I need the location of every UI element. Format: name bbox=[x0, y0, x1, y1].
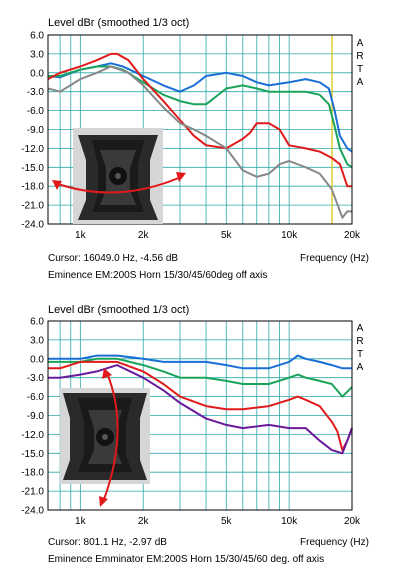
y-tick-label: -15.0 bbox=[21, 163, 44, 174]
y-tick-label: -24.0 bbox=[21, 506, 44, 517]
arta-label-a1: A bbox=[357, 323, 364, 334]
chart-title: Level dBr (smoothed 1/3 oct) bbox=[48, 304, 189, 316]
series-line bbox=[47, 65, 352, 219]
plot-frame bbox=[47, 34, 353, 225]
series-line bbox=[48, 354, 352, 370]
y-tick-label: -18.0 bbox=[21, 468, 44, 479]
y-tick-label: 6.0 bbox=[30, 31, 44, 42]
y-tick-label: -6.0 bbox=[27, 392, 45, 403]
series-line bbox=[48, 65, 353, 169]
plot-frame bbox=[47, 320, 353, 511]
y-tick-label: -9.0 bbox=[27, 411, 45, 422]
arta-label-a2: A bbox=[357, 77, 364, 88]
y-tick-label: -21.0 bbox=[21, 487, 44, 498]
y-tick-label: -12.0 bbox=[21, 430, 44, 441]
y-tick-label: -3.0 bbox=[27, 373, 45, 384]
cursor-readout: Cursor: 16049.0 Hz, -4.56 dB bbox=[48, 253, 178, 264]
arta-label-r: R bbox=[356, 51, 363, 62]
arta-label-t: T bbox=[357, 349, 363, 360]
y-tick-label: 6.0 bbox=[30, 317, 44, 328]
series-line bbox=[48, 360, 353, 452]
chart-caption: Eminence EM:200S Horn 15/30/45/60deg off… bbox=[48, 270, 267, 281]
y-tick-label: -9.0 bbox=[27, 125, 45, 136]
x-tick-label: 5k bbox=[221, 230, 233, 241]
y-tick-label: -18.0 bbox=[21, 182, 44, 193]
x-tick-label: 1k bbox=[75, 230, 87, 241]
series-line bbox=[48, 364, 353, 455]
chart-title: Level dBr (smoothed 1/3 oct) bbox=[48, 17, 189, 29]
y-tick-label: -15.0 bbox=[21, 449, 44, 460]
y-tick-label: -21.0 bbox=[21, 201, 44, 212]
cursor-readout: Cursor: 801.1 Hz, -2.97 dB bbox=[48, 537, 167, 548]
arta-label-t: T bbox=[357, 64, 363, 75]
series-line bbox=[47, 62, 353, 153]
x-tick-label: 20k bbox=[344, 516, 361, 527]
plot-area: 6.0 3.0 0.0 -3.0 -6.0 -9.0 -12.0 -15.0 -18.0 -21.… bbox=[21, 31, 361, 242]
y-tick-label: -6.0 bbox=[27, 106, 45, 117]
x-tick-label: 2k bbox=[138, 516, 150, 527]
x-axis-label: Frequency (Hz) bbox=[300, 253, 369, 264]
chart-caption: Eminence Emminator EM:200S Horn 15/30/45… bbox=[48, 554, 324, 565]
chart-bottom: Level dBr (smoothed 1/3 oct) Cursor: 801… bbox=[21, 304, 369, 565]
x-tick-label: 10k bbox=[281, 230, 298, 241]
horn-photo bbox=[52, 128, 186, 224]
x-tick-label: 20k bbox=[344, 230, 361, 241]
arta-label-a1: A bbox=[357, 38, 364, 49]
y-tick-label: 3.0 bbox=[30, 49, 44, 60]
y-tick-label: -12.0 bbox=[21, 144, 44, 155]
arta-label-r: R bbox=[356, 336, 363, 347]
y-tick-label: 3.0 bbox=[30, 335, 44, 346]
horn-photo bbox=[60, 368, 150, 507]
x-tick-label: 2k bbox=[138, 230, 150, 241]
x-tick-label: 1k bbox=[75, 516, 87, 527]
arta-label-a2: A bbox=[357, 362, 364, 373]
x-tick-label: 5k bbox=[221, 516, 233, 527]
y-tick-label: 0.0 bbox=[30, 68, 44, 79]
chart-top: Level dBr (smoothed 1/3 oct) Cursor: 160… bbox=[21, 17, 369, 281]
y-tick-label: -3.0 bbox=[27, 87, 45, 98]
y-tick-label: -24.0 bbox=[21, 220, 44, 231]
x-tick-label: 10k bbox=[281, 516, 298, 527]
x-axis-label: Frequency (Hz) bbox=[300, 537, 369, 548]
y-tick-label: 0.0 bbox=[30, 354, 44, 365]
series-line bbox=[48, 357, 353, 398]
